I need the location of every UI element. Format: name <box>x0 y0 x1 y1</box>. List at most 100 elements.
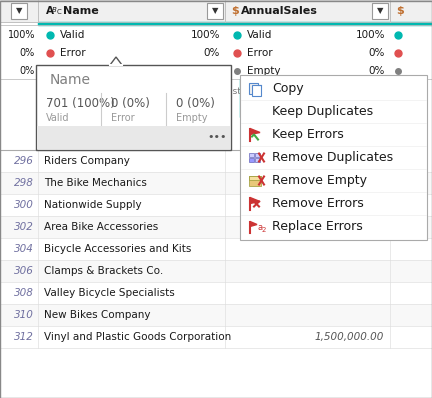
Text: $: $ <box>396 6 404 16</box>
Text: Riders Company: Riders Company <box>44 156 130 166</box>
Text: A: A <box>46 6 54 16</box>
Bar <box>249 158 254 162</box>
Text: Vinyl and Plastic Goods Corporation: Vinyl and Plastic Goods Corporation <box>44 332 231 342</box>
Text: 0%: 0% <box>203 48 220 58</box>
Polygon shape <box>110 57 122 65</box>
Text: 302: 302 <box>14 222 34 232</box>
Text: 0%: 0% <box>368 48 385 58</box>
Text: 308: 308 <box>14 288 34 298</box>
Bar <box>0 216 432 238</box>
Text: ▼: ▼ <box>377 6 383 16</box>
Text: 0%: 0% <box>368 66 385 76</box>
Bar <box>400 79 405 117</box>
Text: Keep Duplicates: Keep Duplicates <box>272 105 373 118</box>
Bar <box>254 79 259 107</box>
Text: 296: 296 <box>14 156 34 166</box>
Text: AnnualSales: AnnualSales <box>241 6 318 16</box>
Text: 0 (0%): 0 (0%) <box>111 96 150 109</box>
Text: Error: Error <box>247 48 273 58</box>
Text: 100%: 100% <box>7 30 35 40</box>
Text: 0%: 0% <box>203 66 220 76</box>
Bar <box>0 304 432 326</box>
Bar <box>255 158 260 162</box>
Bar <box>11 3 27 19</box>
Text: 298: 298 <box>14 178 34 188</box>
Text: Error: Error <box>60 48 86 58</box>
Bar <box>36 65 231 150</box>
Text: $: $ <box>231 6 239 16</box>
Text: Bicycle Accessories and Kits: Bicycle Accessories and Kits <box>44 244 191 254</box>
Text: 1,500,000.00: 1,500,000.00 <box>314 332 384 342</box>
Bar <box>0 150 432 172</box>
Text: 100%: 100% <box>356 30 385 40</box>
Text: Empty: Empty <box>60 66 93 76</box>
Text: New Bikes Company: New Bikes Company <box>44 310 150 320</box>
Text: Valley Bicycle Specialists: Valley Bicycle Specialists <box>44 288 175 298</box>
Text: 312: 312 <box>14 332 34 342</box>
Text: B: B <box>52 7 57 13</box>
Text: Error: Error <box>111 113 135 123</box>
Text: Remove Errors: Remove Errors <box>272 197 364 210</box>
Text: ▼: ▼ <box>16 6 22 16</box>
Text: Empty: Empty <box>176 113 207 123</box>
Text: a: a <box>258 223 263 232</box>
Bar <box>0 238 432 260</box>
Bar <box>38 22 432 25</box>
Bar <box>0 260 432 282</box>
Bar <box>249 152 254 156</box>
Bar <box>393 79 398 117</box>
Text: 701 (100%): 701 (100%) <box>46 96 115 109</box>
Text: Remove Empty: Remove Empty <box>272 174 367 187</box>
Bar <box>0 194 432 216</box>
Bar <box>240 75 427 240</box>
Bar <box>249 82 258 94</box>
Polygon shape <box>250 197 260 203</box>
Text: 100%: 100% <box>191 30 220 40</box>
Bar <box>255 152 260 156</box>
Bar <box>247 79 252 99</box>
Polygon shape <box>250 129 260 135</box>
Text: 304: 304 <box>14 244 34 254</box>
Text: Nationwide Supply: Nationwide Supply <box>44 200 142 210</box>
Text: 0%: 0% <box>20 48 35 58</box>
Bar <box>249 176 261 185</box>
Text: Name: Name <box>50 73 91 87</box>
Text: istinct, 0 unique: istinct, 0 unique <box>230 86 303 96</box>
Text: 5 d: 5 d <box>395 86 410 96</box>
Text: •••: ••• <box>207 133 227 142</box>
Bar <box>207 3 223 19</box>
Bar <box>0 326 432 348</box>
Text: Keep Errors: Keep Errors <box>272 128 344 141</box>
Bar <box>268 79 273 111</box>
Text: ▼: ▼ <box>212 6 218 16</box>
Bar <box>0 0 432 22</box>
Text: 0%: 0% <box>20 66 35 76</box>
Text: C: C <box>57 9 62 15</box>
Bar <box>240 79 245 117</box>
Text: Empty: Empty <box>247 66 280 76</box>
Bar <box>0 282 432 304</box>
Text: 306: 306 <box>14 266 34 276</box>
Text: 2: 2 <box>262 228 267 234</box>
Text: Area Bike Accessories: Area Bike Accessories <box>44 222 158 232</box>
Text: Valid: Valid <box>60 30 86 40</box>
Bar <box>261 79 266 103</box>
Text: 300: 300 <box>14 200 34 210</box>
Bar <box>38 79 43 109</box>
Text: The Bike Mechanics: The Bike Mechanics <box>44 178 147 188</box>
Text: Valid: Valid <box>247 30 272 40</box>
Text: Clamps & Brackets Co.: Clamps & Brackets Co. <box>44 266 163 276</box>
Text: Copy: Copy <box>272 82 304 95</box>
Text: Remove Duplicates: Remove Duplicates <box>272 151 393 164</box>
Bar <box>252 84 261 96</box>
Bar <box>0 172 432 194</box>
Text: Replace Errors: Replace Errors <box>272 220 363 233</box>
Bar <box>37 126 230 149</box>
Text: 800,000.00: 800,000.00 <box>325 98 385 108</box>
Text: Name: Name <box>63 6 99 16</box>
Polygon shape <box>250 222 257 226</box>
Text: 310: 310 <box>14 310 34 320</box>
Bar <box>372 3 388 19</box>
Text: Valid: Valid <box>46 113 70 123</box>
Bar <box>249 176 261 179</box>
